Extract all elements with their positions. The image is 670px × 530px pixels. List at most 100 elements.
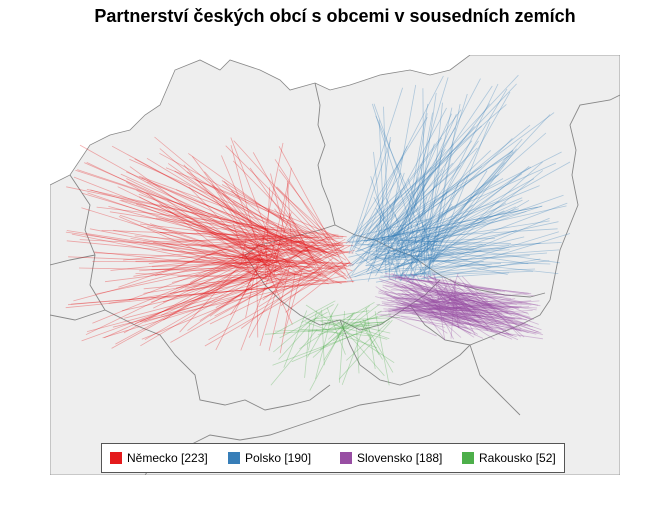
partnership-line	[462, 282, 511, 309]
partnership-line	[65, 282, 319, 309]
partnership-line	[148, 240, 303, 264]
partnership-line	[372, 253, 559, 274]
partnership-line	[420, 301, 538, 309]
partnership-line	[348, 87, 403, 255]
partnership-line	[410, 230, 413, 277]
partnership-line	[162, 235, 271, 244]
slovakia-partnership-lines	[375, 272, 544, 341]
partnership-line	[378, 119, 387, 276]
partnership-line	[416, 295, 522, 332]
partnership-line	[167, 210, 256, 251]
partnership-line	[381, 238, 487, 245]
partnership-line	[424, 316, 453, 319]
partnership-line	[382, 303, 514, 336]
partnership-line	[118, 237, 259, 288]
legend-label-austria: Rakousko [52]	[479, 451, 556, 465]
partnership-line	[90, 189, 278, 244]
partnership-line	[381, 301, 509, 313]
partnership-line	[386, 252, 408, 257]
partnership-line	[428, 309, 436, 314]
partnership-line	[274, 328, 328, 332]
partnership-line	[121, 199, 310, 246]
partnership-line	[413, 306, 514, 321]
partnership-line	[229, 238, 327, 244]
partnership-line	[401, 174, 500, 245]
partnership-line	[375, 296, 517, 337]
partnership-line	[159, 203, 329, 285]
partnership-line	[249, 167, 323, 272]
partnership-line	[404, 295, 498, 333]
partnership-line	[373, 197, 401, 248]
partnership-line	[138, 193, 311, 256]
partnership-line	[365, 307, 376, 370]
partnership-line	[371, 103, 420, 250]
partnership-line	[349, 116, 428, 242]
partnership-line	[385, 285, 511, 299]
partnership-line	[323, 312, 354, 361]
partnership-line	[423, 293, 479, 312]
partnership-line	[285, 264, 346, 313]
partnership-line	[155, 239, 246, 277]
partnership-line	[230, 137, 283, 273]
partnership-line	[272, 329, 369, 366]
partnership-line	[186, 171, 322, 255]
partnership-line	[278, 169, 352, 265]
partnership-line	[166, 243, 354, 254]
partnership-line	[341, 320, 367, 386]
partnership-line	[445, 313, 537, 335]
partnership-line	[440, 295, 472, 323]
partnership-line	[395, 296, 485, 307]
partnership-line	[407, 205, 567, 242]
partnership-line	[419, 310, 538, 334]
partnership-line	[425, 217, 550, 270]
partnership-line	[161, 249, 342, 268]
legend-label-slovakia: Slovensko [188]	[357, 451, 443, 465]
partnership-line	[222, 192, 282, 266]
partnership-line	[75, 169, 328, 253]
partnership-line	[383, 233, 412, 263]
partnership-line	[396, 275, 468, 306]
partnership-line	[366, 210, 505, 275]
partnership-line	[247, 258, 270, 285]
partnership-line	[448, 298, 532, 306]
partnership-line	[437, 287, 494, 320]
partnership-line	[401, 300, 437, 312]
partnership-line	[167, 163, 334, 283]
partnership-line	[396, 308, 491, 330]
partnership-line	[368, 107, 447, 252]
partnership-line	[433, 289, 495, 310]
partnership-line	[421, 245, 510, 261]
partnership-line	[356, 227, 460, 265]
partnership-line	[392, 178, 535, 256]
partnership-line	[460, 293, 493, 332]
partnership-line	[355, 140, 391, 244]
partnership-line	[225, 145, 320, 240]
partnership-line	[233, 238, 309, 264]
partnership-line	[452, 311, 471, 314]
partnership-line	[351, 176, 420, 276]
partnership-line	[357, 125, 482, 245]
partnership-line	[351, 313, 392, 324]
partnership-line	[399, 289, 475, 338]
partnership-line	[101, 230, 318, 239]
partnership-line	[356, 109, 462, 253]
partnership-line	[291, 318, 390, 363]
partnership-line	[377, 295, 475, 313]
partnership-line	[453, 279, 459, 329]
partnership-line	[427, 248, 529, 265]
partnership-line	[367, 127, 456, 271]
partnership-line	[397, 232, 426, 277]
partnership-line	[283, 310, 308, 368]
poland-partnership-lines	[345, 74, 571, 283]
partnership-line	[376, 214, 397, 242]
partnership-line	[350, 172, 402, 252]
partnership-line	[420, 176, 425, 274]
partnership-line	[405, 298, 444, 309]
partnership-line	[354, 199, 523, 278]
partnership-line	[230, 283, 252, 316]
partnership-line	[190, 241, 265, 283]
partnership-line	[135, 203, 342, 285]
partnership-line	[399, 278, 542, 334]
partnership-line	[375, 260, 484, 283]
partnership-line	[450, 280, 457, 339]
